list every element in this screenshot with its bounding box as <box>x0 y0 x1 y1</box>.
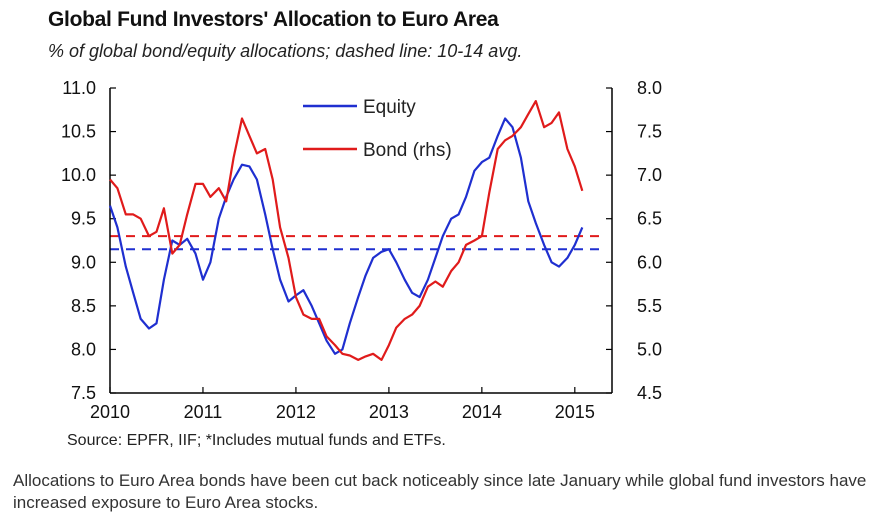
x-tick-label: 2013 <box>369 402 409 422</box>
axes: 7.5 8.0 8.5 9.0 9.5 10.0 10.5 11.0 4.5 5.0 5.5 6.0 6… <box>61 78 662 422</box>
chart-figure: Global Fund Investors' Allocation to Eur… <box>48 8 662 449</box>
right-tick-label: 7.0 <box>637 165 662 185</box>
right-tick-label: 6.0 <box>637 252 662 272</box>
legend-label: Equity <box>363 97 416 118</box>
x-tick-label: 2012 <box>276 402 316 422</box>
left-tick-label: 10.0 <box>61 165 96 185</box>
right-tick-label: 5.0 <box>637 339 662 359</box>
left-tick-label: 9.5 <box>71 209 96 229</box>
left-tick-label: 7.5 <box>71 383 96 403</box>
series-line <box>108 117 584 355</box>
right-tick-label: 8.0 <box>637 78 662 98</box>
article-caption: Allocations to Euro Area bonds have been… <box>13 471 867 512</box>
right-tick-label: 4.5 <box>637 383 662 403</box>
x-tick-label: 2011 <box>184 402 223 422</box>
right-tick-label: 7.5 <box>637 122 662 142</box>
chart-title: Global Fund Investors' Allocation to Eur… <box>48 8 499 31</box>
left-tick-label: 11.0 <box>62 78 96 98</box>
right-tick-label: 5.5 <box>637 296 662 316</box>
line-chart: 7.5 8.0 8.5 9.0 9.5 10.0 10.5 11.0 4.5 5.0 5.5 6.0 6… <box>61 78 662 422</box>
left-tick-label: 10.5 <box>61 122 96 142</box>
chart-subtitle: % of global bond/equity allocations; das… <box>48 41 523 61</box>
left-tick-label: 8.0 <box>71 339 96 359</box>
x-tick-label: 2010 <box>90 402 130 422</box>
right-tick-label: 6.5 <box>637 209 662 229</box>
x-tick-label: 2015 <box>555 402 595 422</box>
x-tick-label: 2014 <box>462 402 502 422</box>
legend: Equity Bond (rhs) <box>303 97 452 161</box>
series-line <box>109 100 584 361</box>
chart-source: Source: EPFR, IIF; *Includes mutual fund… <box>67 432 446 449</box>
left-tick-label: 9.0 <box>71 252 96 272</box>
legend-label: Bond (rhs) <box>363 140 452 161</box>
left-tick-label: 8.5 <box>71 296 96 316</box>
series-lines <box>108 100 584 361</box>
